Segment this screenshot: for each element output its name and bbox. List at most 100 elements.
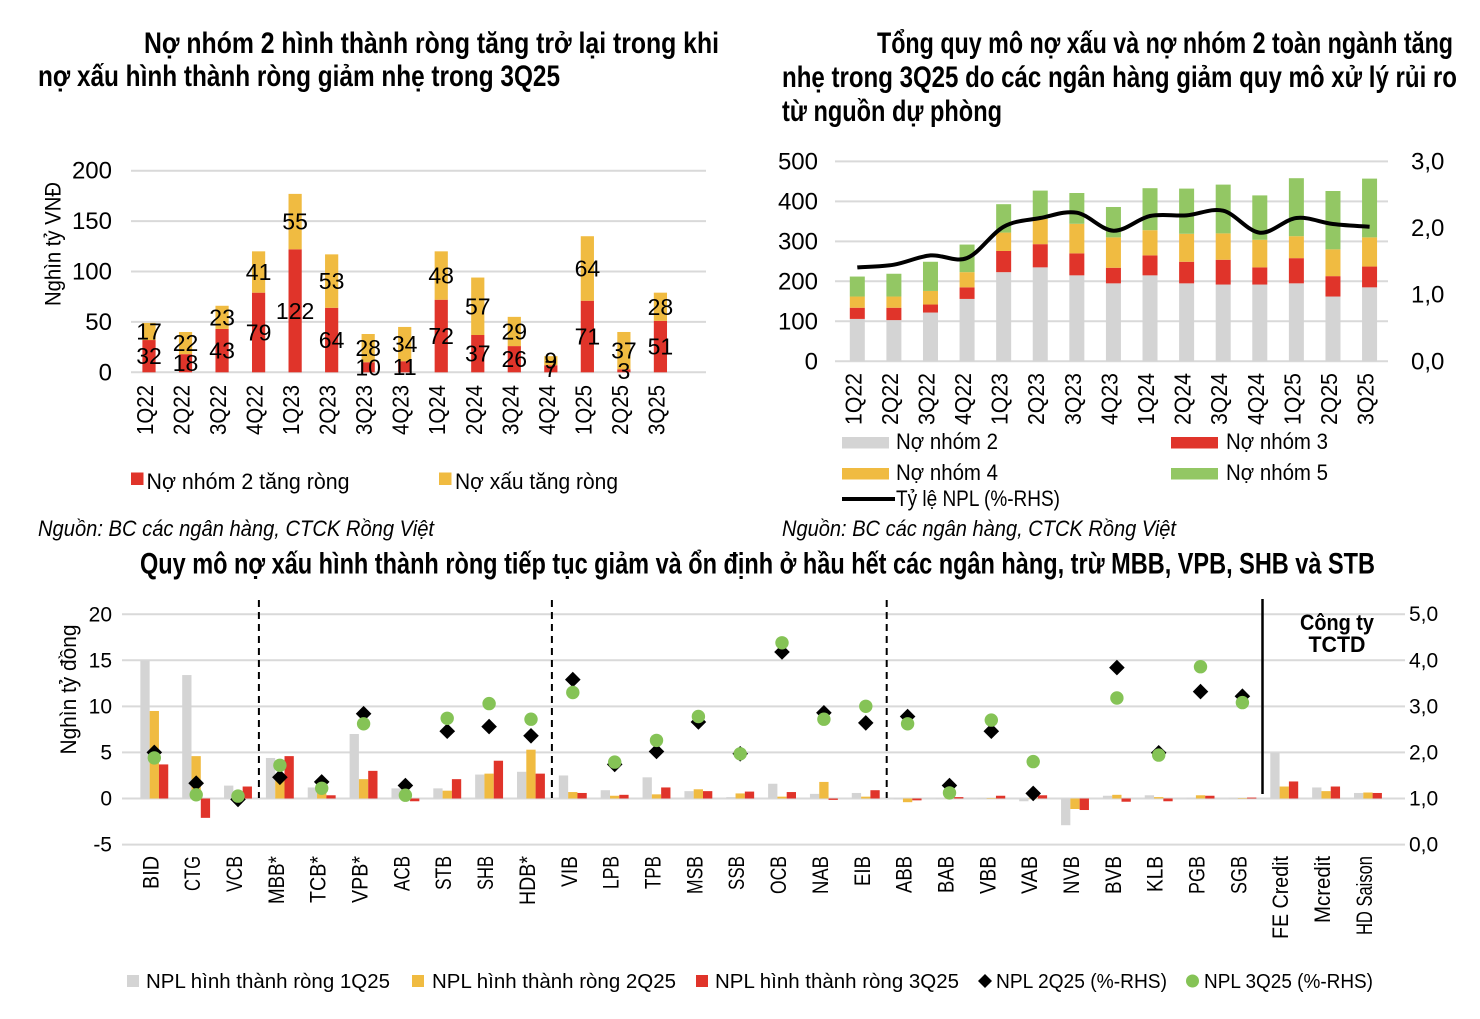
svg-text:1Q25: 1Q25 [570,385,596,435]
svg-text:2,0: 2,0 [1411,215,1444,242]
svg-text:200: 200 [778,268,818,295]
svg-text:từ nguồn dự phòng: từ nguồn dự phòng [782,95,1002,128]
svg-text:Nguồn: BC các ngân hàng, CTCK: Nguồn: BC các ngân hàng, CTCK Rồng Việt [782,516,1177,541]
svg-text:BID: BID [138,856,163,889]
svg-text:Quy mô nợ xấu hình thành ròng: Quy mô nợ xấu hình thành ròng tiếp tục g… [140,548,1375,581]
svg-text:4Q23: 4Q23 [1096,373,1122,425]
svg-text:4Q22: 4Q22 [950,373,976,425]
svg-text:2Q23: 2Q23 [315,385,341,435]
svg-text:0,0: 0,0 [1409,834,1438,857]
svg-text:10: 10 [355,354,381,380]
svg-text:1,0: 1,0 [1411,282,1444,309]
svg-text:CTG: CTG [180,856,205,891]
svg-text:Nghìn tỷ đồng: Nghìn tỷ đồng [56,625,81,755]
svg-text:17: 17 [136,319,162,345]
svg-text:4Q24: 4Q24 [1243,373,1269,425]
svg-text:TCB*: TCB* [306,856,331,903]
svg-text:EIB: EIB [850,856,875,886]
svg-text:3Q22: 3Q22 [914,373,940,425]
svg-text:NPL hình thành ròng 3Q25: NPL hình thành ròng 3Q25 [715,971,959,993]
svg-text:Công ty: Công ty [1300,610,1375,635]
svg-text:4Q24: 4Q24 [534,385,560,435]
svg-text:Nợ nhóm 2 tăng ròng: Nợ nhóm 2 tăng ròng [147,469,350,494]
svg-text:NAB: NAB [808,856,833,894]
svg-text:20: 20 [89,603,112,626]
svg-text:0: 0 [805,348,818,375]
svg-text:HD Saison: HD Saison [1352,856,1377,935]
svg-text:37: 37 [611,338,637,364]
svg-text:37: 37 [465,341,491,367]
svg-text:122: 122 [276,298,314,324]
svg-text:5,0: 5,0 [1409,603,1438,626]
svg-text:1Q24: 1Q24 [424,385,450,435]
svg-text:1Q23: 1Q23 [987,373,1013,425]
svg-text:1Q22: 1Q22 [840,373,866,425]
svg-text:7: 7 [544,356,557,382]
svg-text:200: 200 [72,158,112,185]
svg-text:29: 29 [502,319,528,345]
svg-text:BVB: BVB [1101,856,1126,894]
svg-text:HDB*: HDB* [515,856,540,905]
svg-text:41: 41 [246,259,272,285]
svg-text:1Q25: 1Q25 [1279,373,1305,425]
svg-text:NPL hình thành ròng 1Q25: NPL hình thành ròng 1Q25 [146,971,390,993]
svg-text:2Q22: 2Q22 [877,373,903,425]
svg-text:2Q24: 2Q24 [461,385,487,435]
svg-text:LPB: LPB [599,856,624,889]
svg-text:32: 32 [136,343,162,369]
svg-text:100: 100 [72,259,112,286]
svg-text:48: 48 [428,263,454,289]
svg-text:3: 3 [618,358,631,384]
svg-text:2Q25: 2Q25 [607,385,633,435]
svg-text:MBB*: MBB* [264,856,289,904]
svg-text:3Q22: 3Q22 [205,385,231,435]
svg-text:-5: -5 [93,834,112,857]
svg-text:STB: STB [431,856,456,890]
svg-text:400: 400 [778,188,818,215]
svg-text:28: 28 [648,294,674,320]
svg-text:NVB: NVB [1059,856,1084,894]
svg-text:SHB: SHB [473,856,498,890]
svg-text:500: 500 [778,148,818,175]
svg-text:1Q24: 1Q24 [1133,373,1159,425]
svg-text:SSB: SSB [724,856,749,890]
svg-text:MSB: MSB [682,856,707,894]
svg-text:Nghìn tỷ VNĐ: Nghìn tỷ VNĐ [41,182,66,306]
svg-text:OCB: OCB [766,856,791,894]
svg-text:3Q25: 3Q25 [643,385,669,435]
svg-text:4Q23: 4Q23 [388,385,414,435]
svg-text:VCB: VCB [222,856,247,892]
svg-text:18: 18 [173,350,199,376]
svg-text:28: 28 [355,335,381,361]
svg-text:VIB: VIB [557,856,582,887]
svg-text:53: 53 [319,268,345,294]
svg-text:26: 26 [502,346,528,372]
svg-text:0: 0 [100,788,112,811]
svg-text:1Q23: 1Q23 [278,385,304,435]
svg-text:2Q25: 2Q25 [1316,373,1342,425]
svg-text:55: 55 [282,209,308,235]
svg-text:Nợ nhóm 5: Nợ nhóm 5 [1226,460,1328,485]
svg-text:Nợ nhóm 3: Nợ nhóm 3 [1226,429,1328,454]
svg-text:ACB: ACB [389,856,414,891]
svg-text:4,0: 4,0 [1409,649,1438,672]
svg-text:15: 15 [89,649,112,672]
svg-text:300: 300 [778,228,818,255]
svg-text:NPL hình thành ròng 2Q25: NPL hình thành ròng 2Q25 [432,971,676,993]
svg-text:0,0: 0,0 [1411,348,1444,375]
svg-text:3Q23: 3Q23 [351,385,377,435]
svg-text:3Q23: 3Q23 [1060,373,1086,425]
svg-text:71: 71 [575,324,601,350]
svg-text:1,0: 1,0 [1409,787,1438,810]
svg-text:100: 100 [778,308,818,335]
svg-text:2Q22: 2Q22 [169,385,195,435]
svg-text:ABB: ABB [892,856,917,893]
svg-text:TCTD: TCTD [1309,632,1366,657]
svg-text:150: 150 [72,208,112,235]
svg-text:64: 64 [575,256,601,282]
svg-text:VAB: VAB [1017,856,1042,894]
svg-text:PGB: PGB [1185,856,1210,894]
svg-text:TPB: TPB [641,856,666,889]
svg-text:2,0: 2,0 [1409,741,1438,764]
svg-text:72: 72 [428,323,454,349]
